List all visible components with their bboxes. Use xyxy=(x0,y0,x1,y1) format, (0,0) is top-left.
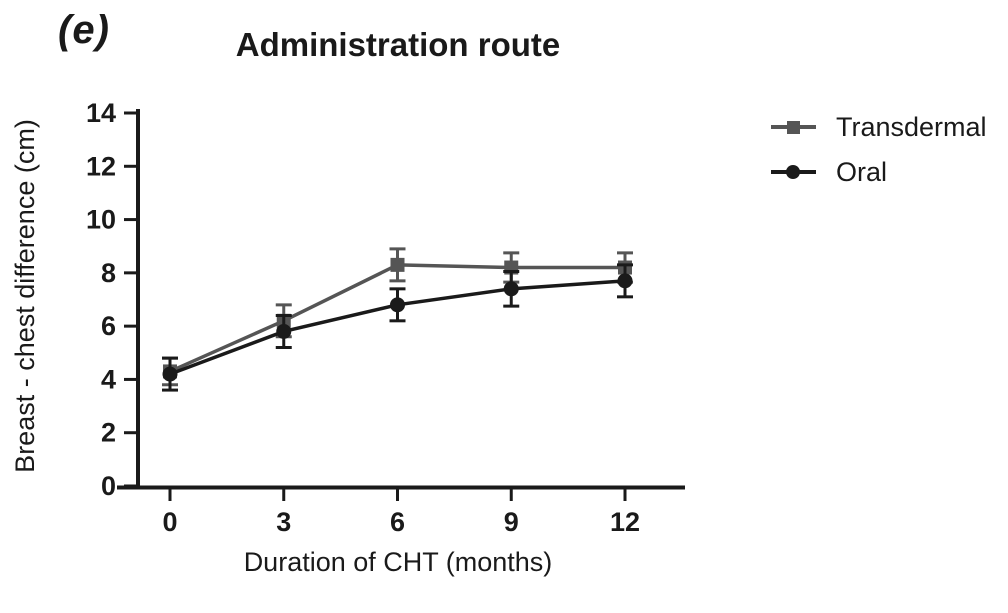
data-point-transdermal xyxy=(390,257,405,272)
data-point-oral xyxy=(390,297,405,313)
legend-entry-oral: Oral xyxy=(770,157,987,187)
transdermal-square-marker-icon xyxy=(771,121,816,134)
data-point-oral xyxy=(617,273,633,289)
legend-label-oral: Oral xyxy=(836,156,888,187)
x-axis-title: Duration of CHT (months) xyxy=(244,547,553,577)
x-tick-label: 0 xyxy=(162,507,177,537)
data-point-oral xyxy=(162,366,178,382)
y-tick-label: 2 xyxy=(101,418,116,448)
legend: Transdermal Oral xyxy=(770,112,987,187)
y-tick-label: 14 xyxy=(86,98,116,128)
y-tick-label: 8 xyxy=(101,258,116,288)
x-tick-label: 6 xyxy=(390,507,405,537)
y-tick-label: 10 xyxy=(86,205,116,235)
data-point-oral xyxy=(276,323,292,339)
legend-entry-transdermal: Transdermal xyxy=(770,112,987,142)
data-point-oral xyxy=(503,281,519,297)
y-axis-title: Breast - chest difference (cm) xyxy=(10,119,40,473)
oral-circle-marker-icon xyxy=(771,165,816,179)
chart-title: Administration route xyxy=(235,26,561,63)
x-tick-label: 9 xyxy=(504,507,519,537)
legend-label-transdermal: Transdermal xyxy=(836,111,987,142)
panel-label: (e) xyxy=(58,8,110,52)
x-tick-label: 12 xyxy=(610,507,640,537)
y-tick-label: 4 xyxy=(101,364,116,394)
y-tick-label: 6 xyxy=(101,311,116,341)
x-tick-label: 3 xyxy=(276,507,291,537)
y-tick-label: 12 xyxy=(86,151,116,181)
y-tick-label: 0 xyxy=(101,471,116,501)
